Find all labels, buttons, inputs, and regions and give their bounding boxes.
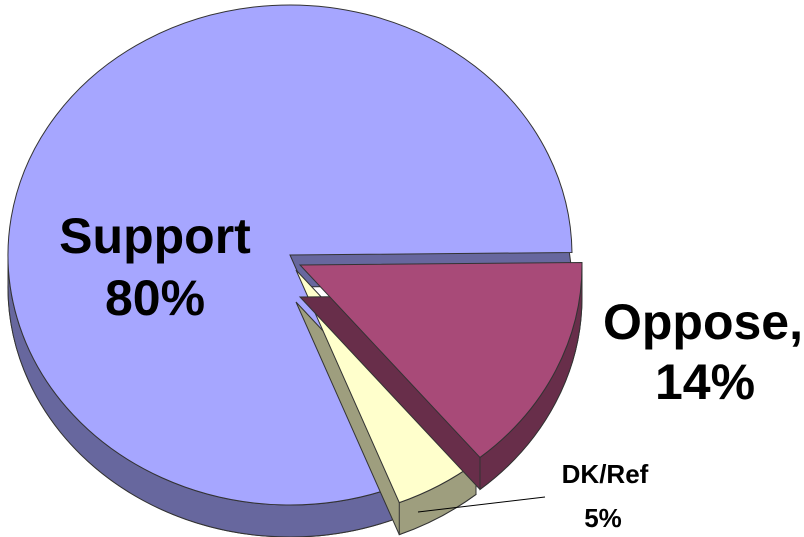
slice-value-label: 5% — [584, 503, 622, 533]
slice — [7, 4, 573, 506]
slice-value-label: 14% — [655, 354, 755, 410]
leader-line — [417, 496, 546, 513]
slice — [298, 261, 583, 459]
slice-label: DK/Ref — [562, 459, 649, 489]
slice-value-label: 80% — [105, 270, 205, 326]
slice-label: Oppose, — [603, 294, 803, 350]
pie — [7, 4, 583, 537]
slice-label: Support — [59, 208, 251, 264]
